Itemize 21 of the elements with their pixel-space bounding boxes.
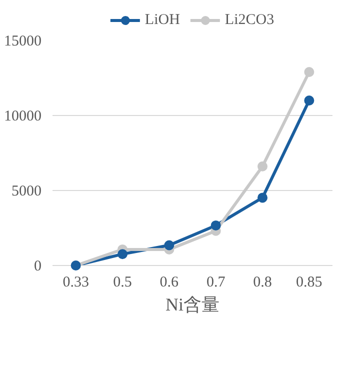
- y-tick-label: 0: [34, 258, 42, 274]
- point: [258, 161, 268, 172]
- point: [164, 240, 174, 250]
- legend-label: Li2CO3: [224, 12, 274, 28]
- y-tick-label: 15000: [4, 34, 42, 50]
- x-tick-label: 0.6: [160, 274, 180, 290]
- point: [210, 220, 221, 230]
- x-axis-title: Ni含量: [166, 294, 220, 314]
- y-tick-label: 5000: [12, 184, 42, 200]
- y-tick-label: 10000: [4, 108, 42, 124]
- x-tick-label: 0.33: [62, 274, 89, 290]
- point: [70, 260, 81, 270]
- x-tick-label: 0.7: [206, 274, 226, 290]
- x-tick-label: 0.5: [113, 274, 132, 290]
- point: [118, 249, 128, 260]
- point: [304, 96, 314, 106]
- x-tick-label: 0.8: [253, 274, 272, 290]
- point: [258, 192, 268, 203]
- legend-label: LiOH: [144, 12, 180, 28]
- x-tick-label: 0.85: [296, 274, 322, 290]
- point: [304, 67, 314, 77]
